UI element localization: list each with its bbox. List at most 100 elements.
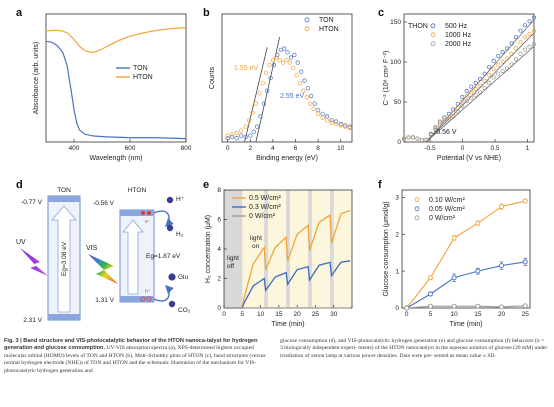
data-point-hton xyxy=(308,101,313,106)
data-point xyxy=(518,28,523,33)
hydrogen-molecule-icon xyxy=(166,224,174,232)
data-point-hton xyxy=(343,124,348,129)
data-point xyxy=(473,93,478,98)
x-tick-label: 10 xyxy=(257,311,265,318)
caption-right-line-2: ments) of the HTON nanocatalyst in the a… xyxy=(358,345,534,352)
annotation-hton-onset: 1.55 eV xyxy=(234,65,258,72)
hton-title: HTON xyxy=(128,187,147,194)
plot-frame xyxy=(401,189,531,309)
data-point-hton xyxy=(294,73,299,78)
data-point xyxy=(473,81,478,86)
data-point xyxy=(487,80,492,85)
panel-letter-a: a xyxy=(16,7,23,19)
ton-conduction-band xyxy=(48,196,80,202)
chart-title: THON xyxy=(408,23,428,30)
ton-cb-potential: -0.77 V xyxy=(21,199,43,206)
data-point-hton xyxy=(338,123,343,128)
data-point-hton xyxy=(263,70,269,76)
vis-light-icon xyxy=(88,254,118,284)
caption-right-column: glucose consumption (d), and VIS-photoca… xyxy=(280,338,548,360)
caption-left-line-0: UV-VIS absorption xyxy=(106,345,150,352)
plot-frame xyxy=(45,13,187,143)
x-tick-label: 800 xyxy=(181,145,192,152)
data-point-ton xyxy=(343,123,348,128)
legend-label: 2000 Hz xyxy=(445,41,472,48)
data-point xyxy=(428,132,433,138)
data-point-hton xyxy=(270,57,276,63)
x-tick-label: 4 xyxy=(271,145,275,152)
co2-label: CO₂ xyxy=(178,307,191,314)
legend-label: 0 W/cm² xyxy=(429,215,456,222)
x-tick-label: 0.5 xyxy=(490,145,499,152)
data-point xyxy=(514,57,519,62)
data-point-ton xyxy=(305,86,311,91)
data-point xyxy=(509,62,514,67)
light-off-interval xyxy=(264,190,268,308)
legend-swatch xyxy=(430,41,436,47)
data-point xyxy=(522,23,528,28)
data-point-hton xyxy=(284,57,289,63)
caption-right-line-3: under irradiation of xenon lamp at vario… xyxy=(280,345,548,359)
data-point-ton xyxy=(295,60,300,65)
hton-bandgap-label: Eg=1.87 eV xyxy=(146,253,181,260)
annotation-light-off-2: off xyxy=(227,263,234,270)
y-tick-label: 2 xyxy=(395,231,399,238)
data-point-ton xyxy=(285,50,290,55)
hole-marker xyxy=(140,296,146,302)
data-point xyxy=(491,67,496,72)
data-point xyxy=(522,259,528,265)
y-axis-label: Absorbance (arb. units) xyxy=(33,42,40,115)
data-point-ton xyxy=(347,124,352,129)
data-point-hton xyxy=(250,110,255,115)
data-point xyxy=(491,75,496,80)
caption-left-line-1: spectra (a), XPS-determined highest occu… xyxy=(4,345,254,359)
data-point-hton xyxy=(304,95,309,100)
annotation-ton-onset: 2.55 eV xyxy=(280,93,304,100)
panel-b-chart: 0 2 4 6 8 10 Binding energy (eV) Counts 1.55 eV 2… xyxy=(209,13,353,162)
series-line-ton xyxy=(45,40,187,140)
x-tick-label: 0 xyxy=(405,311,409,318)
data-point-hton xyxy=(267,63,272,68)
legend-swatch xyxy=(430,32,436,38)
x-tick-label: 0 xyxy=(226,145,230,152)
data-point-ton xyxy=(309,93,314,99)
data-point-hton xyxy=(334,121,339,127)
data-point-hton xyxy=(347,125,352,131)
data-point xyxy=(469,90,474,95)
linear-fit-line xyxy=(425,19,535,143)
series-line xyxy=(224,260,351,309)
data-point xyxy=(460,104,465,109)
proton-label: H⁺ xyxy=(176,196,184,203)
caption-right-line-4: sented as mean value ± SD. xyxy=(434,352,496,359)
hton-cb-potential: -0.56 V xyxy=(93,200,115,207)
x-tick-label: 20 xyxy=(498,311,506,318)
data-point xyxy=(451,303,457,309)
onset-fit-line xyxy=(244,47,268,143)
legend-label: TON xyxy=(319,17,334,24)
series-line xyxy=(406,261,526,309)
hole-label: h⁺ xyxy=(145,289,151,295)
ton-title: TON xyxy=(57,187,71,194)
glucose-molecule-icon xyxy=(168,273,176,281)
y-tick-label: 2 xyxy=(217,276,221,283)
y-tick-label: 50 xyxy=(394,99,402,106)
panel-letter-f: f xyxy=(378,179,382,191)
plot-frame xyxy=(221,13,353,143)
data-point-hton xyxy=(230,132,235,137)
annotation-light-on-1: light xyxy=(250,235,262,242)
y-tick-label: 150 xyxy=(390,19,401,26)
data-point xyxy=(522,47,528,52)
data-point-hton xyxy=(287,60,292,65)
data-point-ton xyxy=(324,114,330,119)
legend-label: 1000 Hz xyxy=(445,32,472,39)
data-point-ton xyxy=(288,55,294,60)
y-axis-label: C⁻² (10⁸ cm⁴ F⁻²) xyxy=(383,51,390,106)
data-point xyxy=(437,121,442,126)
data-point-hton xyxy=(234,130,239,136)
data-point xyxy=(518,51,523,56)
data-point xyxy=(522,303,528,309)
x-tick-label: 25 xyxy=(522,311,530,318)
hole-marker xyxy=(146,296,152,302)
y-tick-label: 100 xyxy=(390,59,401,66)
